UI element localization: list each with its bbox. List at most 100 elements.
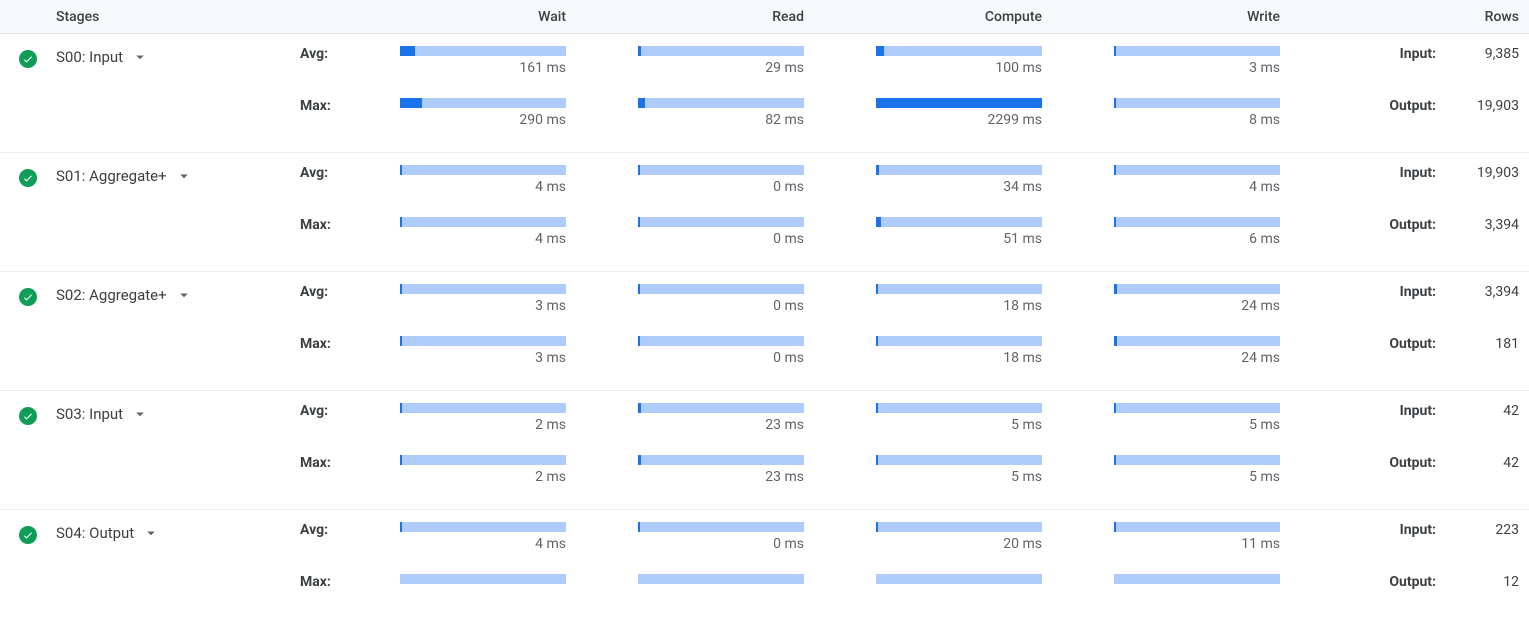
- metric-col-read: 29 ms 82 ms: [638, 44, 876, 148]
- col-header-write[interactable]: Write: [1114, 9, 1352, 25]
- metric-cell: 4 ms: [400, 520, 566, 572]
- bar-fill: [400, 46, 415, 56]
- bar-track: [400, 165, 566, 175]
- stage-name[interactable]: S01: Aggregate+: [56, 163, 300, 267]
- metric-cell: 20 ms: [876, 520, 1042, 572]
- bar-value: 290 ms: [400, 112, 566, 128]
- metric-cell: 5 ms: [876, 453, 1042, 505]
- metric-col-compute: 5 ms 5 ms: [876, 401, 1114, 505]
- col-header-compute[interactable]: Compute: [876, 9, 1114, 25]
- bar-track: [876, 403, 1042, 413]
- bar-value: 4 ms: [400, 231, 566, 247]
- bar-track: [876, 455, 1042, 465]
- metric-cell: 4 ms: [400, 215, 566, 267]
- rows-label-col: Input: Output:: [1352, 163, 1442, 267]
- metric-col-write: 3 ms 8 ms: [1114, 44, 1352, 148]
- bar-fill: [638, 522, 640, 532]
- bar-value: 2 ms: [400, 417, 566, 433]
- bar-track: [1114, 217, 1280, 227]
- metric-cell: 11 ms: [1114, 520, 1280, 572]
- chevron-down-icon[interactable]: [131, 48, 149, 66]
- stage-name-text: S02: Aggregate+: [56, 286, 167, 304]
- stage-row: S04: Output Avg: Max: 4 ms 0 ms: [0, 510, 1529, 628]
- bar-track: [400, 217, 566, 227]
- status-ok-icon: [19, 50, 37, 68]
- avg-label: Avg:: [300, 401, 400, 453]
- col-header-rows[interactable]: Rows: [1442, 9, 1529, 25]
- metric-col-compute: 18 ms 18 ms: [876, 282, 1114, 386]
- bar-track: [638, 165, 804, 175]
- bar-value: 4 ms: [1114, 179, 1280, 195]
- bar-value: 8 ms: [1114, 112, 1280, 128]
- bar-value: 51 ms: [876, 231, 1042, 247]
- bar-track: [1114, 403, 1280, 413]
- bar-track: [1114, 522, 1280, 532]
- col-header-wait[interactable]: Wait: [400, 9, 638, 25]
- bar-fill: [400, 336, 402, 346]
- chevron-down-icon[interactable]: [175, 167, 193, 185]
- metric-col-wait: 4 ms 4 ms: [400, 163, 638, 267]
- max-label: Max:: [300, 215, 400, 267]
- metric-cell: 161 ms: [400, 44, 566, 96]
- metric-cell: [876, 572, 1042, 624]
- rows-output-label: Output:: [1352, 453, 1442, 505]
- rows-label-col: Input: Output:: [1352, 44, 1442, 148]
- bar-track: [638, 46, 804, 56]
- rows-input-value: 42: [1442, 401, 1529, 453]
- stage-name[interactable]: S02: Aggregate+: [56, 282, 300, 386]
- stages-table: Stages Wait Read Compute Write Rows S00:…: [0, 0, 1529, 628]
- metric-cell: 51 ms: [876, 215, 1042, 267]
- metric-cell: 0 ms: [638, 520, 804, 572]
- stage-name[interactable]: S00: Input: [56, 44, 300, 148]
- col-header-read[interactable]: Read: [638, 9, 876, 25]
- rows-val-col: 223 12: [1442, 520, 1529, 624]
- bar-fill: [876, 403, 878, 413]
- bar-track: [876, 217, 1042, 227]
- bar-fill: [1114, 46, 1116, 56]
- status-cell: [0, 520, 56, 624]
- bar-track: [1114, 336, 1280, 346]
- metric-cell: 24 ms: [1114, 334, 1280, 386]
- bar-fill: [400, 455, 402, 465]
- metric-cell: [400, 572, 566, 624]
- metric-cell: 24 ms: [1114, 282, 1280, 334]
- rows-input-value: 9,385: [1442, 44, 1529, 96]
- rows-output-label: Output:: [1352, 572, 1442, 624]
- rows-output-value: 181: [1442, 334, 1529, 386]
- bar-track: [638, 217, 804, 227]
- metric-cell: 29 ms: [638, 44, 804, 96]
- stage-row: S00: Input Avg: Max: 161 ms 290 ms 29 ms: [0, 34, 1529, 153]
- stage-name-text: S04: Output: [56, 524, 134, 542]
- bar-fill: [876, 455, 878, 465]
- row-label-col: Avg: Max:: [300, 282, 400, 386]
- metric-cell: 34 ms: [876, 163, 1042, 215]
- metric-cell: 100 ms: [876, 44, 1042, 96]
- stage-name-text: S00: Input: [56, 48, 123, 66]
- status-cell: [0, 401, 56, 505]
- bar-fill: [638, 165, 640, 175]
- bar-fill: [1114, 284, 1117, 294]
- metric-cell: [1114, 572, 1280, 624]
- max-label: Max:: [300, 96, 400, 148]
- bar-fill: [638, 46, 641, 56]
- chevron-down-icon[interactable]: [131, 405, 149, 423]
- metric-col-write: 11 ms: [1114, 520, 1352, 624]
- chevron-down-icon[interactable]: [175, 286, 193, 304]
- stage-name[interactable]: S03: Input: [56, 401, 300, 505]
- table-header: Stages Wait Read Compute Write Rows: [0, 0, 1529, 34]
- chevron-down-icon[interactable]: [142, 524, 160, 542]
- bar-track: [638, 522, 804, 532]
- metric-cell: 290 ms: [400, 96, 566, 148]
- status-cell: [0, 44, 56, 148]
- metric-cell: 5 ms: [1114, 453, 1280, 505]
- col-header-stages[interactable]: Stages: [56, 9, 300, 25]
- stage-name[interactable]: S04: Output: [56, 520, 300, 624]
- bar-value: 5 ms: [1114, 469, 1280, 485]
- bar-fill: [638, 336, 640, 346]
- metric-cell: 0 ms: [638, 282, 804, 334]
- bar-fill: [400, 217, 402, 227]
- bar-track: [400, 46, 566, 56]
- bar-fill: [1114, 336, 1117, 346]
- bar-track: [1114, 284, 1280, 294]
- bar-value: 20 ms: [876, 536, 1042, 552]
